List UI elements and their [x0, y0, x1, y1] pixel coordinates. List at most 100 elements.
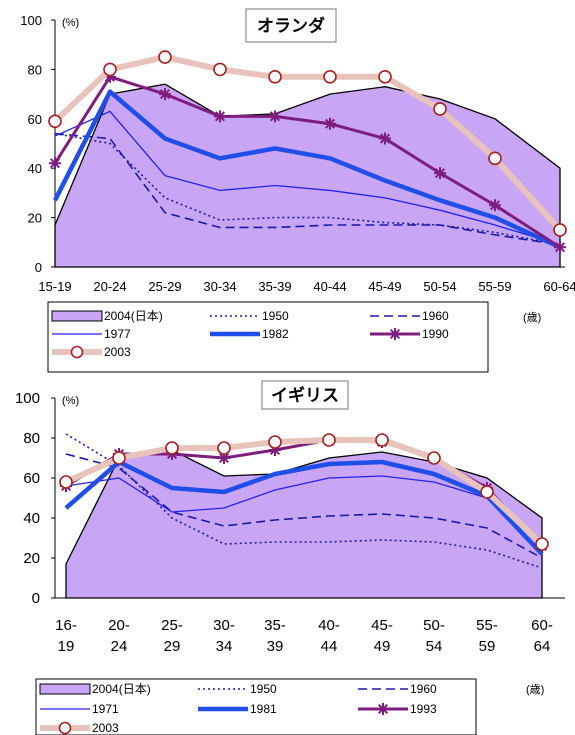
series-point-circle [480, 485, 494, 499]
series-line-1960 [65, 453, 543, 559]
y-tick-label: 100 [20, 13, 42, 28]
legend-item: 2003 [40, 721, 119, 735]
x-unit-label: (歳) [526, 683, 544, 696]
legend-label: 1993 [410, 702, 437, 716]
series-point-circle [553, 223, 567, 237]
series-point-circle [217, 441, 231, 455]
series-point-circle [375, 433, 389, 447]
y-tick-label: 100 [15, 390, 40, 407]
x-tick-label: 20-24 [93, 279, 126, 294]
chart-title-box [245, 8, 337, 43]
x-tick-label: 45- [371, 617, 393, 634]
chart-title: オランダ [257, 16, 325, 36]
legend-item: 1977 [52, 327, 131, 341]
x-tick-label: 35- [264, 617, 286, 634]
x-tick-label: 34 [216, 638, 233, 655]
series-point-star [104, 70, 116, 83]
x-tick-label: 19 [58, 638, 75, 655]
x-tick-label: 16- [55, 617, 77, 634]
legend-label: 1990 [422, 327, 449, 341]
legend-label: 1977 [104, 327, 131, 341]
legend-label: 1982 [262, 327, 289, 341]
series-1990 [49, 70, 566, 254]
series-line-1960 [54, 132, 561, 246]
x-tick-label: 50- [423, 617, 445, 634]
legend-swatch-area [51, 310, 103, 322]
series-1950 [65, 433, 543, 569]
legend-item: 1950 [210, 309, 289, 323]
legend-label: 2003 [92, 721, 119, 735]
y-unit-label: (%) [62, 395, 79, 407]
chart-2: 0 20 40 60 80 100 16- 19 20- 24 25- 29 30- 34 35- 39 40-… [15, 380, 565, 735]
series-point-circle [112, 451, 126, 465]
x-tick-label: 60-64 [543, 279, 575, 294]
series-point-circle [213, 62, 227, 77]
legend-item: 2004(日本) [39, 682, 151, 696]
y-tick-label: 60 [28, 112, 42, 127]
series-1977 [54, 110, 561, 246]
series-point-circle [535, 537, 549, 551]
legend-swatch-star [389, 328, 401, 340]
x-tick-label: 25-29 [148, 279, 181, 294]
series-point-circle [268, 435, 282, 449]
series-point-star [324, 117, 336, 130]
y-tick-label: 80 [28, 62, 42, 77]
series-2003 [48, 50, 567, 237]
legend-swatch-circle [70, 345, 84, 359]
x-tick-label: 50-54 [423, 279, 456, 294]
x-tick-label: 45-49 [368, 279, 401, 294]
series-2003 [59, 433, 549, 551]
series-point-star [218, 452, 230, 464]
series-line-1950 [54, 132, 561, 246]
legend-label: 2003 [104, 345, 131, 359]
y-tick-label: 20 [23, 550, 40, 567]
series-point-circle [165, 441, 179, 455]
y-unit-label: (%) [62, 17, 79, 29]
legend-item: 1990 [370, 327, 449, 341]
legend-label: 1960 [422, 309, 449, 323]
x-tick-label: 24 [111, 638, 128, 655]
series-line-1990 [53, 75, 561, 249]
x-tick-label: 25- [161, 617, 183, 634]
x-tick-label: 29 [164, 638, 181, 655]
series-line-2003 [64, 437, 545, 547]
y-tick-label: 80 [23, 430, 40, 447]
x-tick-label: 40- [318, 617, 340, 634]
series-point-circle [59, 475, 73, 489]
legend-label: 1950 [250, 682, 277, 696]
legend-label: 1950 [262, 309, 289, 323]
x-tick-label: 44 [321, 638, 338, 655]
series-point-circle [48, 114, 62, 129]
series-line-2003 [52, 54, 563, 232]
series-point-circle [427, 451, 441, 465]
series-point-circle [433, 102, 447, 116]
series-point-star [434, 167, 446, 180]
series-point-star [214, 110, 226, 123]
series-1971 [65, 475, 543, 543]
legend-box [47, 301, 489, 373]
x-tick-label: 64 [534, 638, 551, 655]
series-point-circle [378, 70, 392, 84]
series-line-1982 [52, 89, 561, 250]
legend-item: 1971 [40, 702, 119, 716]
x-tick-label: 39 [267, 638, 284, 655]
series-point-star [269, 444, 281, 456]
series-line-1981 [64, 459, 544, 556]
x-tick-label: 15-19 [38, 279, 71, 294]
series-line-1950 [65, 433, 543, 569]
series-point-circle [488, 151, 502, 166]
chart-1: 0 20 40 60 80 100 15-19 20-24 25-29 30-34 35-39 40-… [20, 8, 575, 373]
x-tick-label: 49 [374, 638, 391, 655]
legend-swatch-area [39, 683, 91, 695]
x-tick-label: 20- [108, 617, 130, 634]
legend-label: 1960 [410, 682, 437, 696]
series-1960 [54, 132, 561, 246]
x-tick-label: 40-44 [313, 279, 346, 294]
series-line-1977 [54, 110, 561, 246]
series-point-circle [268, 70, 282, 84]
series-1950 [54, 132, 561, 246]
series-point-star [379, 132, 391, 145]
y-tick-label: 0 [35, 260, 42, 275]
